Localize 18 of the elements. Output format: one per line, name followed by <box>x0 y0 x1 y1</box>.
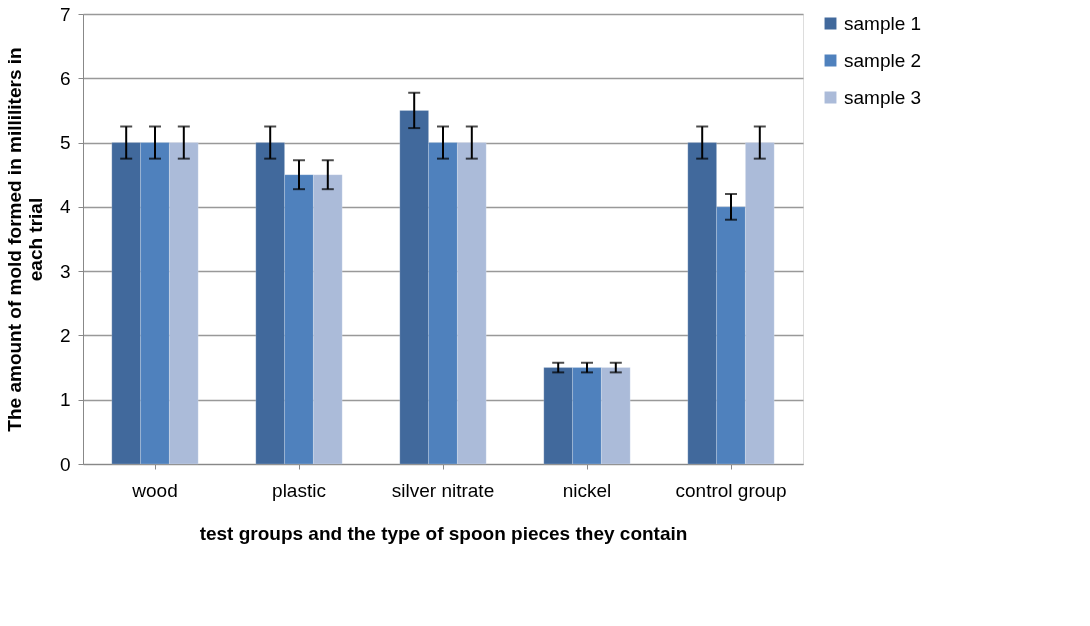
x-tick-label: nickel <box>562 479 612 501</box>
y-tick-label: 7 <box>59 3 71 25</box>
x-tick-label: silver nitrate <box>391 479 495 501</box>
x-tick-label: wood <box>131 479 178 501</box>
y-tick-label: 4 <box>59 196 71 218</box>
x-tick-label: control group <box>675 479 787 501</box>
x-tick-label: plastic <box>272 479 326 501</box>
y-tick-label: 1 <box>59 389 71 411</box>
legend-label: sample 1 <box>844 12 922 34</box>
y-tick-label: 3 <box>59 260 71 282</box>
legend-label: sample 3 <box>844 86 922 108</box>
y-axis-title: The amount of mold formed in milliliters in each trial <box>3 47 46 432</box>
y-tick-label: 5 <box>59 132 71 154</box>
x-axis-title: test groups and the type of spoon pieces they contain <box>199 522 688 544</box>
legend-label: sample 2 <box>844 49 922 71</box>
y-tick-label: 2 <box>59 324 71 346</box>
y-tick-label: 0 <box>59 453 71 475</box>
y-tick-label: 6 <box>59 67 71 89</box>
